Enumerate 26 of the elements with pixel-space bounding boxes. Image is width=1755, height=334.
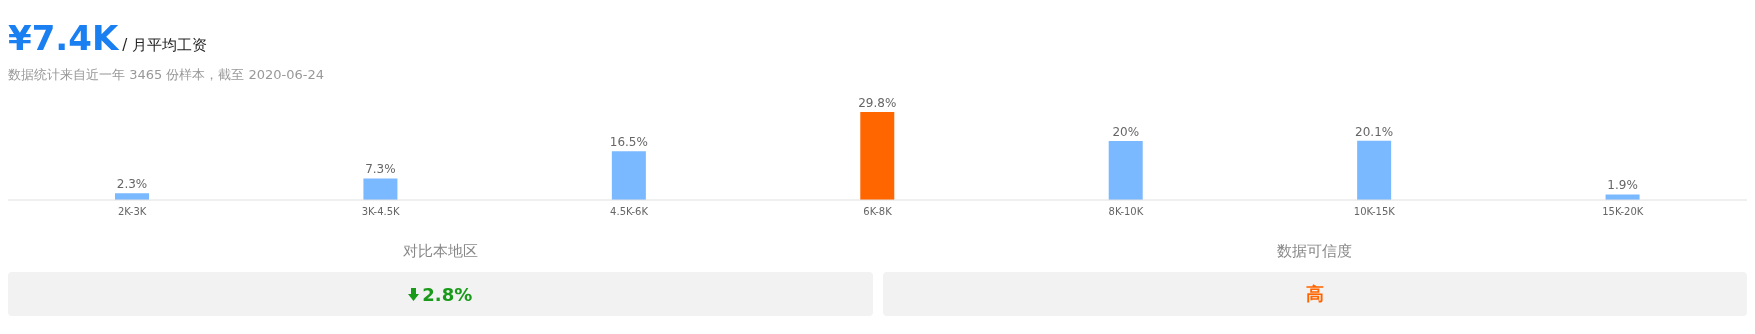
x-tick-label: 4.5K-6K	[610, 206, 649, 218]
text: 高	[1305, 282, 1324, 306]
x-tick-label: 8K-10K	[1108, 206, 1144, 218]
chart-title: ¥7.4K	[8, 18, 119, 58]
data-label: 20.1%	[1355, 124, 1394, 139]
data-label: 29.8%	[858, 96, 897, 110]
bar	[363, 178, 398, 200]
data-label: 16.5%	[609, 135, 648, 150]
data-label: 2.3%	[116, 177, 148, 192]
bar	[860, 112, 895, 200]
x-tick-label: 2K-3K	[118, 206, 147, 218]
text: 对比本地区	[401, 242, 479, 262]
data-label: 20%	[1112, 124, 1140, 139]
chart-subtitle: / 月平均工资	[122, 36, 208, 55]
data-label: 7.3%	[365, 162, 396, 177]
bar	[611, 151, 646, 200]
x-tick-label: 3K-4.5K	[361, 206, 401, 218]
text: 2.8%	[422, 283, 473, 305]
text: 数据可信度	[1276, 242, 1354, 262]
x-tick-label: 6K-8K	[863, 206, 893, 218]
text: 数据统计来自近一年 3465 份样本，截至 2020-06-24	[8, 66, 326, 84]
x-tick-label: 15K-20K	[1602, 206, 1644, 218]
bar	[1357, 140, 1392, 200]
bar	[1108, 140, 1143, 200]
x-tick-label: 10K-15K	[1353, 206, 1396, 218]
data-label: 1.9%	[1607, 178, 1638, 193]
